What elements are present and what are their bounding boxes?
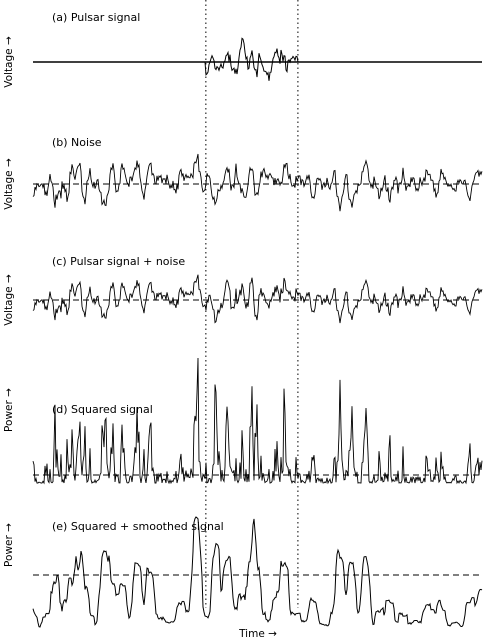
panel-c-trace [32,274,483,324]
panel-a-ylabel: Voltage → [3,36,15,88]
x-axis-label: Time → [238,628,277,638]
panel-e-title: (e) Squared + smoothed signal [52,520,224,533]
panel-d-trace [32,357,483,485]
panel-c-ylabel: Voltage → [3,274,15,326]
panel-b: (b) Noise Voltage → [3,136,483,212]
panel-d-title: (d) Squared signal [52,403,153,416]
panel-d: (d) Squared signal Power → [3,357,483,485]
panel-a-trace [33,37,482,81]
panel-b-title: (b) Noise [52,136,102,149]
panel-c-title: (c) Pulsar signal + noise [52,255,185,268]
panel-c: (c) Pulsar signal + noise Voltage → [3,255,483,326]
panel-b-ylabel: Voltage → [3,158,15,210]
panel-d-ylabel: Power → [3,388,15,432]
panel-b-trace [32,153,483,212]
panel-e: (e) Squared + smoothed signal Power → [3,516,483,628]
panel-a: (a) Pulsar signal Voltage → [3,11,482,88]
panel-a-title: (a) Pulsar signal [52,11,140,24]
panel-e-ylabel: Power → [3,523,15,567]
panel-e-trace [32,516,483,628]
